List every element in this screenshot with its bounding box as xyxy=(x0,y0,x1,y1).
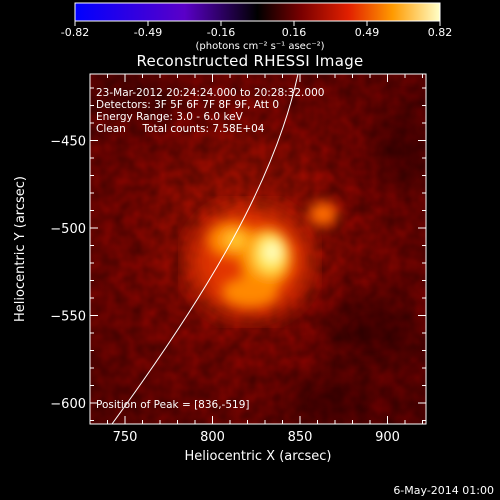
colorbar-ticks xyxy=(74,21,441,26)
x-axis-ticks xyxy=(89,74,423,424)
x-tick-label: 900 xyxy=(375,430,400,445)
solar-limb-line xyxy=(111,74,299,424)
footer-date: 6-May-2014 01:00 xyxy=(393,484,494,497)
colorbar-unit-label: (photons cm⁻² s⁻¹ asec⁻²) xyxy=(195,41,324,52)
y-tick-label: −500 xyxy=(50,222,86,237)
annotation-method-counts: Clean Total counts: 7.58E+04 xyxy=(96,123,265,135)
x-tick-label: 850 xyxy=(288,430,313,445)
colorbar-tick-label: -0.82 xyxy=(61,26,89,39)
x-tick-label: 750 xyxy=(113,430,138,445)
colorbar-tick-label: -0.16 xyxy=(207,26,235,39)
annotation-detectors: Detectors: 3F 5F 6F 7F 8F 9F, Att 0 xyxy=(96,99,279,111)
colorbar-tick-label: 0.16 xyxy=(282,26,307,39)
y-axis-ticks xyxy=(90,87,426,421)
plot-frame xyxy=(89,73,427,425)
y-tick-label: −600 xyxy=(50,397,86,412)
colorbar-tick-label: -0.49 xyxy=(134,26,162,39)
x-axis-label: Heliocentric X (arcsec) xyxy=(185,449,332,464)
colorbar-gradient xyxy=(74,2,441,22)
x-tick-label: 800 xyxy=(200,430,225,445)
y-tick-label: −550 xyxy=(50,310,86,325)
peak-position-label: Position of Peak = [836,-519] xyxy=(96,399,250,411)
rhessi-image xyxy=(90,74,426,424)
annotation-time-range: 23-Mar-2012 20:24:24.000 to 20:28:32.000 xyxy=(96,87,324,99)
colorbar-tick-label: 0.49 xyxy=(355,26,380,39)
y-tick-label: −450 xyxy=(50,135,86,150)
y-axis-label: Heliocentric Y (arcsec) xyxy=(13,176,28,322)
colorbar-tick-label: 0.82 xyxy=(428,26,453,39)
image-title: Reconstructed RHESSI Image xyxy=(136,52,364,70)
colorbar: -0.82 -0.49 -0.16 0.16 0.49 0.82 (photon… xyxy=(61,2,453,52)
annotation-energy-range: Energy Range: 3.0 - 6.0 keV xyxy=(96,111,244,123)
